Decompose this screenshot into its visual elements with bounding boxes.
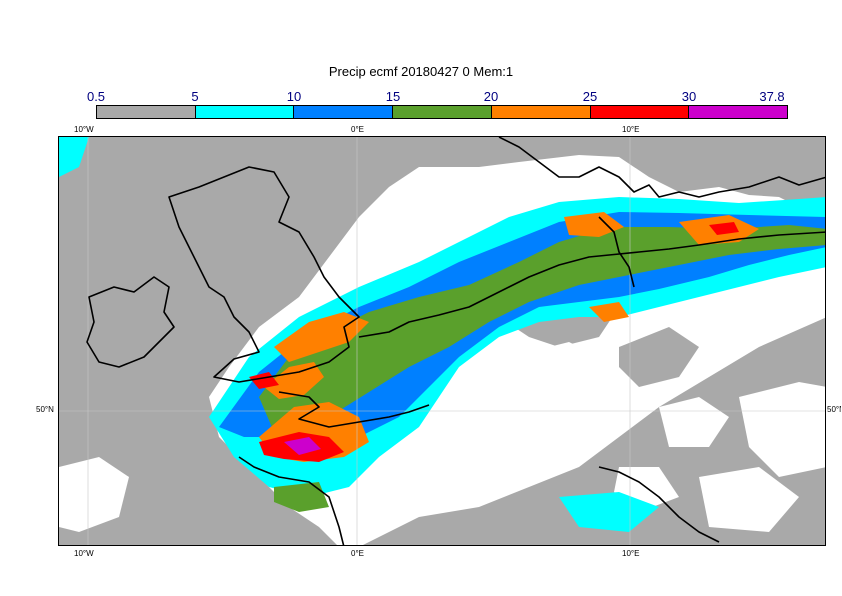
page-title: Precip ecmf 20180427 0 Mem:1	[328, 64, 514, 79]
legend-label-7: 37.8	[759, 89, 785, 104]
lon-label-bottom-10w: 10°W	[74, 549, 94, 558]
legend-label-2: 10	[286, 89, 302, 104]
color-legend	[96, 105, 788, 119]
lon-label-bottom-10e: 10°E	[622, 549, 640, 558]
precip-band-20-25	[259, 212, 759, 462]
legend-swatch-1	[195, 106, 295, 118]
legend-label-5: 25	[582, 89, 598, 104]
legend-label-3: 15	[385, 89, 401, 104]
legend-swatch-2	[294, 106, 394, 118]
lon-label-top-10w: 10°W	[74, 125, 94, 134]
lat-label-left-50n: 50°N	[36, 405, 54, 414]
precip-map-canvas	[59, 137, 825, 545]
lon-label-top-0e: 0°E	[351, 125, 364, 134]
lon-label-top-10e: 10°E	[622, 125, 640, 134]
legend-swatch-0	[97, 106, 196, 118]
legend-swatch-5	[590, 106, 690, 118]
graticule	[59, 137, 825, 545]
lon-label-bottom-0e: 0°E	[351, 549, 364, 558]
legend-label-4: 20	[483, 89, 499, 104]
legend-swatch-4	[491, 106, 591, 118]
precip-map	[58, 136, 826, 546]
legend-label-0: 0.5	[86, 89, 106, 104]
legend-swatch-3	[393, 106, 492, 118]
legend-label-1: 5	[191, 89, 199, 104]
legend-swatch-6	[689, 106, 788, 118]
legend-label-6: 30	[681, 89, 697, 104]
coastlines	[86, 137, 825, 545]
precip-band-30-37.8	[284, 437, 321, 455]
lat-label-right-50n: 50°N	[827, 405, 841, 414]
